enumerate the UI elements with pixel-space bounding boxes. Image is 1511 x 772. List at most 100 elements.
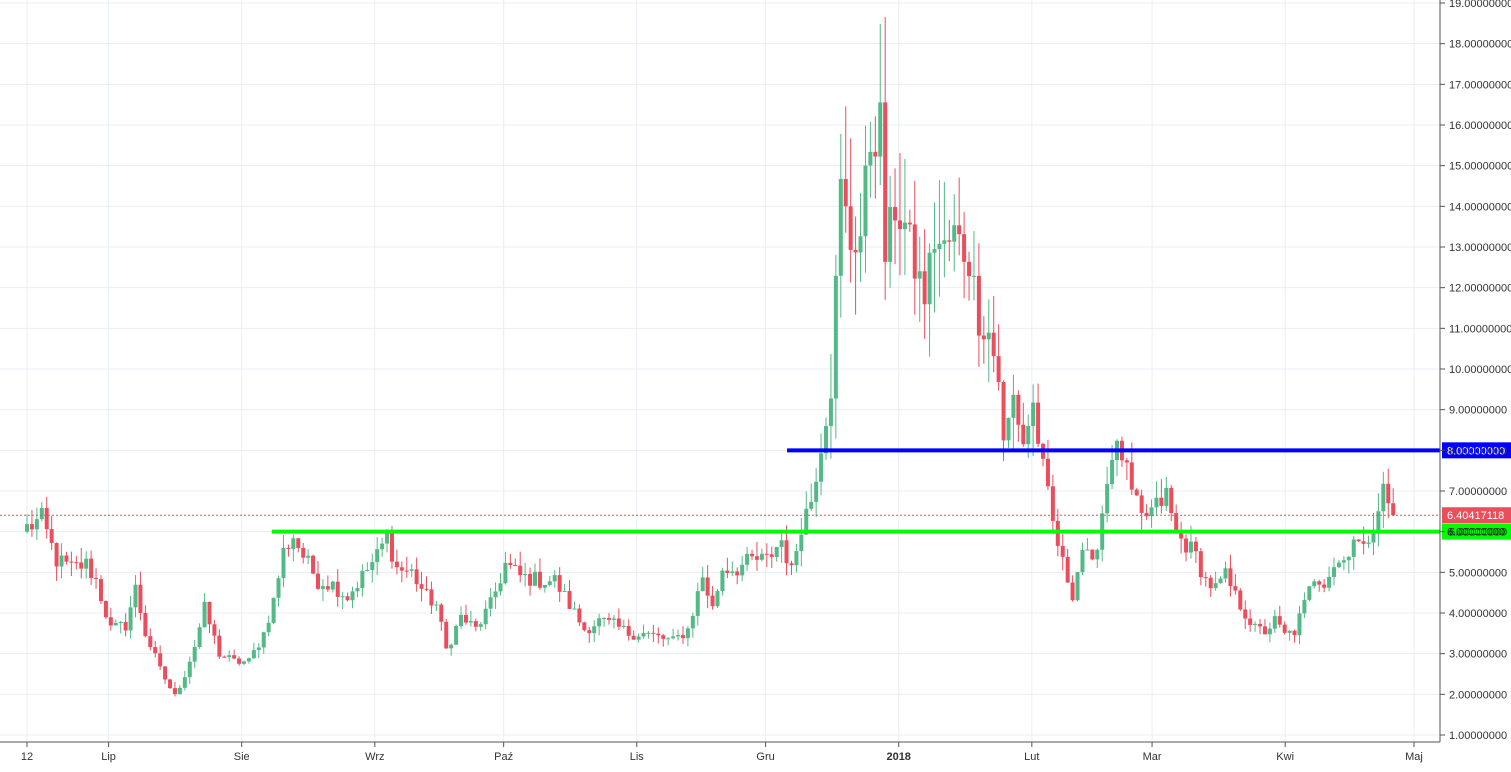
price-tick-label: 7.00000000 [1449,486,1507,498]
support-label: 6.00000000 [1447,527,1505,539]
candle-up [833,275,838,399]
candle-up [385,531,390,544]
candle-up [242,661,247,664]
candle-up [715,591,720,607]
price-tick-label: 13.00000000 [1449,242,1511,254]
candle-up [1312,581,1317,587]
candle-down [967,261,972,277]
candle-up [1105,484,1110,514]
candle-down [893,207,898,221]
candle-down [463,614,468,623]
candle-up [370,562,375,571]
candle-up [799,534,804,552]
candle-down [577,608,582,623]
candle-up [202,601,207,628]
candle-up [1341,560,1346,563]
candle-up [468,621,473,623]
price-tick-label: 17.00000000 [1449,79,1511,91]
candle-down [64,555,69,562]
candle-up [1302,599,1307,614]
candle-up [355,588,360,592]
candle-down [537,571,542,588]
candle-up [113,622,118,626]
candle-down [1045,458,1050,487]
candle-down [172,688,177,695]
candle-down [1193,541,1198,552]
candle-up [256,647,261,651]
candle-up [187,661,192,678]
candle-down [508,562,513,566]
candle-down [1258,623,1263,627]
last-price-label: 6.40417118 [1447,510,1504,522]
price-tick-label: 12.00000000 [1449,283,1511,295]
candle-down [962,234,967,262]
candle-up [84,558,89,569]
candle-up [1297,613,1302,636]
candle-up [621,625,626,627]
candle-up [774,547,779,557]
candle-down [656,633,661,636]
candle-down [883,102,888,262]
candle-down [947,240,952,242]
candle-down [1391,503,1396,516]
candle-down [1134,489,1139,496]
candle-up [1267,628,1272,635]
candle-down [123,621,128,631]
candle-down [1159,497,1164,506]
candle-up [1351,539,1356,557]
candle-down [54,543,59,567]
candle-down [103,601,108,618]
candle-up [449,644,454,649]
candle-down [725,570,730,574]
candle-down [848,206,853,250]
candle-down [399,567,404,571]
candle-up [986,332,991,340]
candle-down [414,569,419,585]
price-tick-label: 14.00000000 [1449,201,1511,213]
candle-down [217,635,222,657]
candle-down [1282,624,1287,633]
candle-up [888,207,893,262]
time-tick-label: 2018 [886,751,910,763]
candle-down [1001,381,1006,441]
candle-up [804,508,809,535]
candle-up [863,165,868,237]
candle-down [1386,483,1391,504]
time-tick-label: Sie [234,751,250,763]
candle-down [557,575,562,592]
candle-up [478,624,483,627]
candle-up [1376,511,1381,531]
candle-up [824,426,829,454]
candle-up [1149,507,1154,517]
candle-down [79,562,84,569]
price-tick-label: 4.00000000 [1449,608,1507,620]
price-tick-label: 10.00000000 [1449,364,1511,376]
candle-down [784,540,789,564]
candle-up [498,583,503,592]
horizontal-levels: 6.40417118 8.00000000 6.00000000 [0,442,1511,540]
candle-down [616,618,621,627]
candle-up [720,570,725,592]
candle-up [39,508,44,520]
candle-up [636,636,641,640]
time-tick-label: Wrz [365,751,384,763]
candle-down [976,275,981,336]
candle-up [1371,530,1376,543]
candle-down [754,556,759,560]
candle-up [611,618,616,620]
candle-up [819,453,824,482]
candle-up [1332,567,1337,578]
candle-up [597,618,602,627]
candle-down [98,579,103,602]
candle-down [1169,487,1174,514]
candle-up [1381,483,1386,512]
candle-down [981,335,986,340]
candle-down [1060,545,1065,557]
candle-up [858,236,863,253]
candle-up [942,240,947,244]
price-tick-label: 1.00000000 [1449,730,1507,742]
candle-up [1080,550,1085,573]
candle-down [444,621,449,649]
candle-down [873,151,878,157]
candle-up [685,628,690,639]
